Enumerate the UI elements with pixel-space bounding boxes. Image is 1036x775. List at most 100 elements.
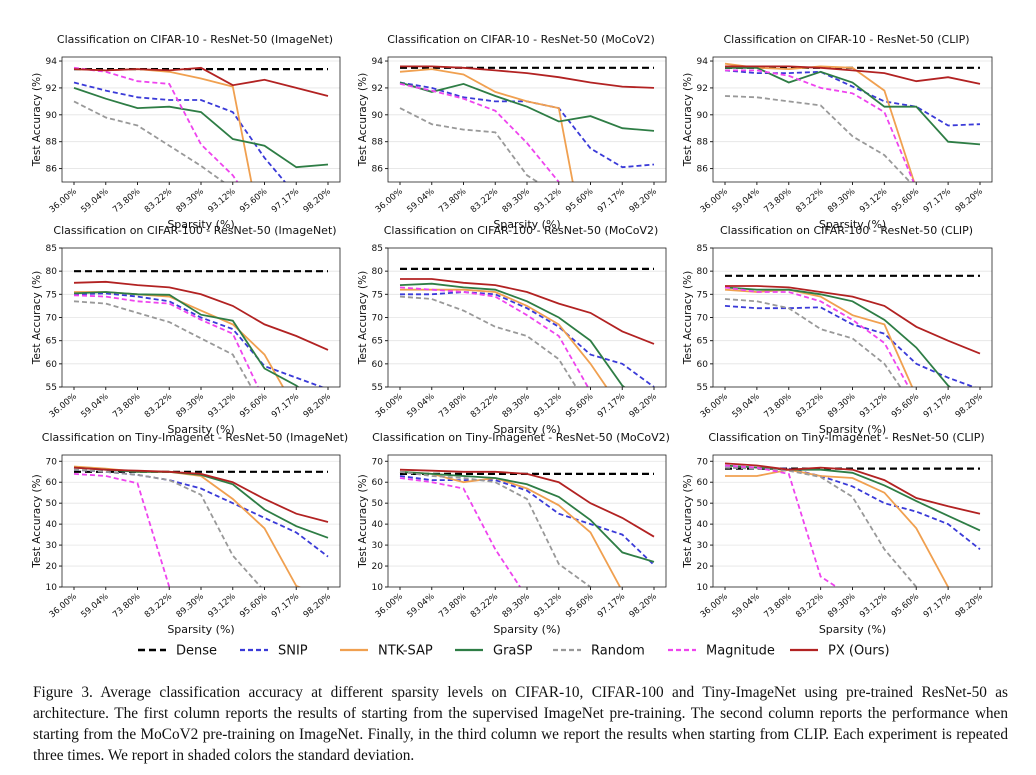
x-tick-label: 83.22% <box>143 187 174 216</box>
y-tick-label: 88 <box>372 138 384 148</box>
y-tick-label: 30 <box>46 541 58 551</box>
y-axis-label: Test Accuracy (%) <box>682 271 694 365</box>
x-tick-label: 83.22% <box>469 392 500 421</box>
x-tick-label: 98.20% <box>302 392 333 421</box>
x-tick-label: 83.22% <box>794 187 825 216</box>
y-axis-label: Test Accuracy (%) <box>357 474 369 568</box>
x-axis-label: Sparsity (%) <box>819 218 886 231</box>
y-tick-label: 75 <box>46 290 57 300</box>
x-tick-label: 93.12% <box>858 392 889 421</box>
x-tick-label: 89.30% <box>501 592 532 621</box>
y-tick-label: 94 <box>697 57 709 67</box>
y-axis-label: Test Accuracy (%) <box>31 73 43 167</box>
x-axis-label: Sparsity (%) <box>493 218 560 231</box>
x-tick-label: 95.60% <box>564 187 595 216</box>
y-tick-label: 70 <box>372 314 384 324</box>
series-line <box>73 291 300 387</box>
x-tick-label: 97.17% <box>922 392 953 421</box>
x-tick-label: 36.00% <box>374 392 405 421</box>
y-tick-label: 86 <box>697 165 709 175</box>
x-tick-label: 73.80% <box>437 187 468 216</box>
x-tick-label: 93.12% <box>532 392 563 421</box>
x-tick-label: 89.30% <box>826 392 857 421</box>
plot-frame <box>387 454 667 588</box>
chart-title: Classification on CIFAR-100 - ResNet-50 … <box>720 224 973 237</box>
x-tick-label: 93.12% <box>858 592 889 621</box>
x-tick-label: 73.80% <box>762 592 793 621</box>
series-line <box>724 62 916 182</box>
legend-label: GraSP <box>493 644 533 659</box>
y-tick-label: 60 <box>697 478 709 488</box>
series-line <box>73 473 173 587</box>
x-tick-label: 36.00% <box>48 592 79 621</box>
x-tick-label: 83.22% <box>794 392 825 421</box>
plot-frame <box>712 247 993 388</box>
plot-frame <box>712 454 993 588</box>
y-tick-label: 40 <box>46 520 58 530</box>
x-tick-label: 95.60% <box>238 592 269 621</box>
series-line <box>725 285 981 355</box>
y-tick-label: 60 <box>46 360 58 370</box>
x-tick-label: 93.12% <box>206 592 237 621</box>
y-tick-label: 40 <box>697 520 709 530</box>
x-tick-label: 59.04% <box>731 187 762 216</box>
x-tick-label: 36.00% <box>48 392 79 421</box>
series-line <box>73 465 302 587</box>
series-line <box>399 477 522 587</box>
series-line <box>724 466 981 551</box>
legend-label: Magnitude <box>706 644 775 659</box>
y-tick-label: 65 <box>372 337 383 347</box>
x-tick-label: 95.60% <box>238 187 269 216</box>
x-tick-label: 59.04% <box>731 392 762 421</box>
plot-lines <box>399 267 655 387</box>
x-tick-label: 97.17% <box>596 592 627 621</box>
x-tick-label: 98.20% <box>954 187 985 216</box>
y-tick-label: 55 <box>46 383 57 393</box>
y-tick-label: 85 <box>697 244 708 254</box>
y-tick-label: 40 <box>372 520 384 530</box>
y-tick-label: 10 <box>372 583 384 593</box>
chart-title: Classification on Tiny-Imagenet - ResNet… <box>42 431 348 444</box>
plot-frame <box>61 56 341 183</box>
series-line <box>724 286 952 387</box>
y-tick-label: 10 <box>697 583 709 593</box>
series-line <box>724 464 839 587</box>
legend-label: Dense <box>176 644 217 659</box>
x-tick-label: 98.20% <box>954 392 985 421</box>
x-tick-label: 89.30% <box>826 592 857 621</box>
x-tick-label: 95.60% <box>564 392 595 421</box>
x-tick-label: 89.30% <box>175 187 206 216</box>
y-tick-label: 60 <box>372 478 384 488</box>
series-line <box>73 468 262 587</box>
x-axis-label: Sparsity (%) <box>167 423 234 436</box>
y-tick-label: 85 <box>372 244 383 254</box>
x-tick-label: 93.12% <box>206 187 237 216</box>
y-axis-label: Test Accuracy (%) <box>357 73 369 167</box>
x-tick-label: 97.17% <box>596 392 627 421</box>
x-tick-label: 36.00% <box>699 592 730 621</box>
series-line <box>399 468 655 538</box>
series-line <box>399 107 540 182</box>
caption: Figure 3. Average classification accurac… <box>33 684 1008 764</box>
x-tick-label: 95.60% <box>890 187 921 216</box>
y-tick-label: 50 <box>697 499 709 509</box>
series-line <box>73 466 329 523</box>
plot-frame <box>712 56 993 183</box>
chart-title: Classification on CIFAR-100 - ResNet-50 … <box>384 224 659 237</box>
y-tick-label: 88 <box>697 138 709 148</box>
y-tick-label: 75 <box>697 290 708 300</box>
plot-lines <box>73 465 329 587</box>
x-tick-label: 73.80% <box>437 592 468 621</box>
y-tick-label: 80 <box>697 267 709 277</box>
y-tick-label: 92 <box>697 84 708 94</box>
x-tick-label: 59.04% <box>79 592 110 621</box>
series-line <box>399 81 655 132</box>
x-tick-label: 59.04% <box>731 592 762 621</box>
x-tick-label: 73.80% <box>762 187 793 216</box>
plot-lines <box>399 468 655 587</box>
x-tick-label: 59.04% <box>405 592 436 621</box>
series-line <box>399 282 626 387</box>
x-tick-label: 83.22% <box>469 592 500 621</box>
y-tick-label: 60 <box>697 360 709 370</box>
